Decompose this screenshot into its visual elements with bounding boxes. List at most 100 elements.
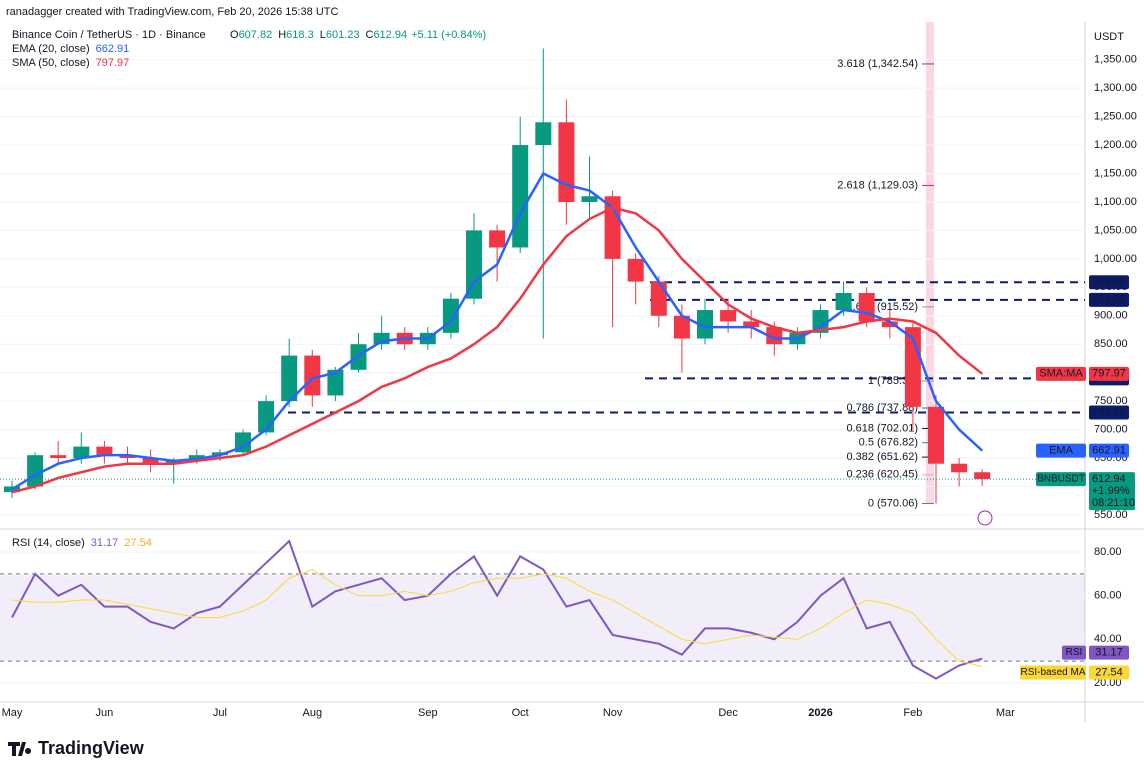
rsi-line [11,568,983,668]
candle-body [327,369,344,396]
last-price-tag [1089,472,1135,511]
rsi-legend: RSI (14, close) 31.17 27.54 [12,537,152,549]
candle-body [974,472,991,480]
rsi-name: RSI [1066,647,1083,658]
ma-value-tag [1089,366,1129,381]
y-tick-label: 850.00 [1094,338,1128,350]
candle-body [373,332,390,345]
ma-line [11,206,983,494]
y-tick-label: 1,200.00 [1094,139,1137,151]
currency: USDT [1094,31,1124,43]
fib-label: 2.618 (1,129.03) [837,179,918,191]
change: +5.11 (+0.84%) [411,29,486,41]
candle-body [558,122,575,202]
rsi-name-tag [1062,645,1086,660]
ma-legend: EMA (20, close) 662.91 [12,43,129,55]
level-label: 959.00 [1092,276,1126,288]
ohlc-key: H [278,29,286,41]
ma-value: 662.91 [1092,445,1126,457]
y-tick-label: 1,100.00 [1094,196,1137,208]
rsi-name: RSI-based MA [1020,667,1085,678]
candle-body [766,327,783,345]
rsi-line [11,539,983,680]
fib-label: 0.382 (651.62) [846,451,918,463]
candle-body [697,310,713,339]
candle-body [165,460,182,464]
ma-value-tag [1089,443,1129,458]
ohlc-value: 601.23 [326,29,360,41]
y-tick-label: 60.00 [1094,590,1122,602]
candle-body [512,145,529,248]
candle-body [858,293,875,322]
last-price: 612.94 [1092,473,1126,485]
rsi-legend-name: RSI (14, close) [12,537,85,549]
ma-name-tag [1036,366,1086,381]
ohlc-legend: O607.82 H618.3 L601.23 C612.94 +5.11 (+0.84%… [230,29,486,41]
logo: TradingView [8,738,145,758]
brand: TradingView [38,738,145,758]
y-tick-label: 900.00 [1094,310,1128,322]
candle-body [442,298,459,333]
y-tick-label: 1,250.00 [1094,111,1137,123]
candle-body [211,452,228,456]
x-tick-label: Sep [418,707,438,719]
attribution-bar [0,0,1144,22]
x-tick-label: Jun [96,707,114,719]
rsi-value-tag [1089,665,1129,680]
x-tick-label: Dec [718,707,738,719]
y-tick-label: 1,300.00 [1094,82,1137,94]
candle-body [835,293,852,311]
ma-name-tag [1036,443,1086,458]
candle-body [581,196,598,202]
ma-legend-name: SMA (50, close) [12,57,90,69]
rsi-legend-value: 31.17 [91,537,119,549]
fib-label: 0 (570.06) [868,497,918,509]
candle-body [50,455,67,459]
rsi-value: 31.17 [1095,647,1123,659]
candle-body [27,455,44,487]
x-tick-label: Mar [996,707,1015,719]
ma-legend-value: 662.91 [96,43,130,55]
ohlc-value: 607.82 [239,29,273,41]
candle-body [604,196,621,259]
ohlc-value: 612.94 [373,29,407,41]
y-tick-label: 1,050.00 [1094,224,1137,236]
fib-label: 0.236 (620.45) [846,469,918,481]
rsi-legend-value: 27.54 [124,537,152,549]
candle-body [812,310,829,333]
x-tick-label: Oct [512,707,529,719]
logo-mark [8,742,32,756]
x-tick-label: Nov [603,707,623,719]
candle-body [743,321,760,328]
highlight [926,22,934,504]
x-tick-label: Aug [303,707,323,719]
event-icon[interactable] [977,510,993,526]
y-tick-label: 1,150.00 [1094,167,1137,179]
y-tick-label: 700.00 [1094,423,1128,435]
candle-body [304,355,321,396]
y-tick-label: 1,350.00 [1094,54,1137,66]
symbol-name: BNBUSDT [1037,474,1085,485]
symbol-tag [1036,472,1086,487]
candle-body [281,355,298,402]
ohlc-key: C [365,29,373,41]
fib-label: 0.5 (676.82) [859,437,918,449]
rsi-value: 27.54 [1095,666,1123,678]
candle-body [489,230,506,248]
level-tag [1089,292,1129,307]
rsi-band [0,573,1085,662]
y-tick-label: 20.00 [1094,677,1122,689]
y-tick-label: 80.00 [1094,546,1122,558]
x-tick-label: 2026 [808,707,832,719]
fib-label: 0.786 (737.88) [846,402,918,414]
ma-legend-name: EMA (20, close) [12,43,90,55]
candle-body [535,122,552,146]
y-tick-label: 40.00 [1094,633,1122,645]
attribution: ranadagger created with TradingView.com,… [6,6,338,18]
candle-body [650,281,667,316]
x-tick-label: Jul [213,707,227,719]
candle-body [627,258,644,282]
candle-body [673,315,690,339]
